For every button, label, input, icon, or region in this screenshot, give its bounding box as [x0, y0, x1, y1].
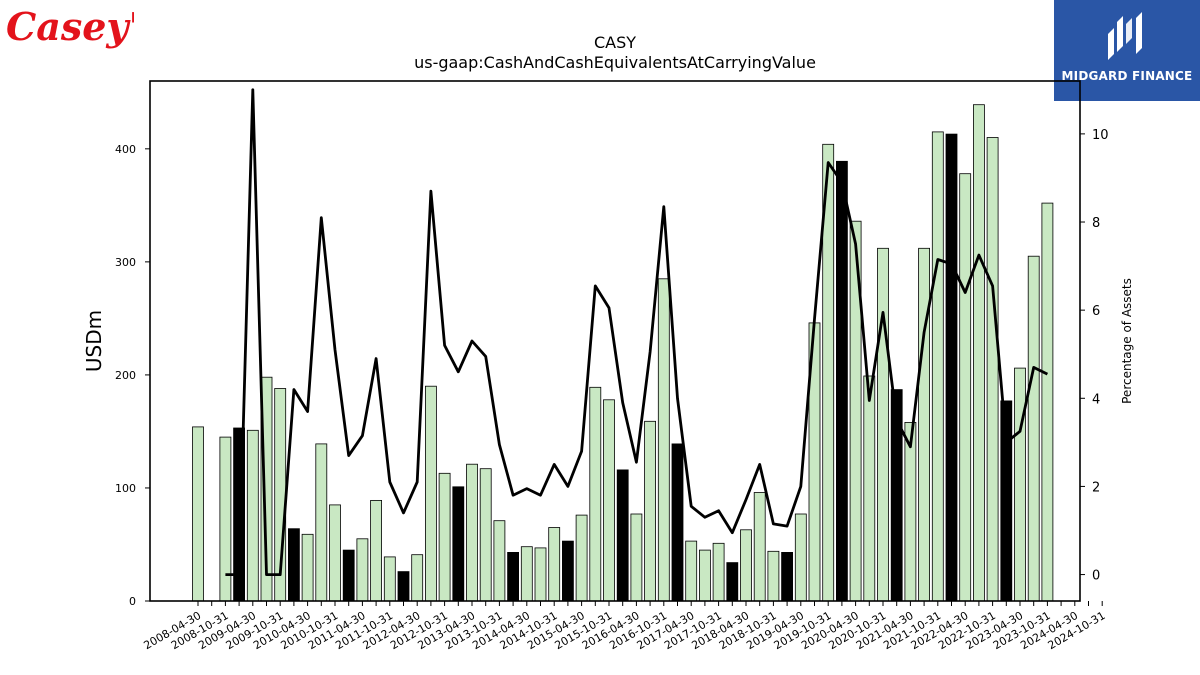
bar [973, 104, 985, 602]
line-series [225, 88, 1049, 576]
bar [589, 386, 602, 602]
y-tick-label: 300 [115, 256, 136, 269]
bar [329, 504, 341, 602]
bar [452, 486, 465, 602]
bar [520, 546, 533, 602]
bar [603, 399, 615, 602]
chart-title: CASY [594, 33, 636, 52]
bar [657, 278, 670, 602]
bar [1027, 255, 1040, 602]
bar [712, 542, 725, 602]
bar [548, 527, 561, 602]
y2-tick-label: 0 [1092, 569, 1100, 584]
bar [644, 420, 656, 602]
bar [424, 385, 437, 602]
bar [616, 469, 629, 602]
bar [301, 533, 314, 602]
bar [370, 499, 383, 602]
bar [877, 247, 889, 602]
midgard-finance-label: MIDGARD FINANCE [1061, 69, 1193, 83]
bar [699, 549, 711, 602]
y2-tick-label: 4 [1092, 392, 1100, 407]
y2-axis-label: Percentage of Assets [1120, 278, 1134, 404]
bar [246, 429, 259, 602]
plot-frame [149, 80, 1081, 602]
bar [356, 538, 369, 602]
bar [1014, 367, 1026, 602]
y-tick-label: 400 [115, 143, 136, 156]
bar [575, 514, 588, 602]
bar [383, 556, 396, 602]
bar [945, 133, 958, 602]
y-axis-label: USDm [82, 310, 106, 372]
bar [219, 436, 232, 602]
y2-tick-label: 8 [1092, 216, 1100, 231]
bar [767, 550, 780, 602]
bar [397, 571, 410, 602]
bar [931, 131, 944, 602]
bar [863, 375, 876, 602]
y-tick-label: 0 [129, 595, 136, 608]
bar [315, 443, 328, 602]
bar [507, 552, 520, 602]
midgard-finance-logo: MIDGARD FINANCE [1054, 0, 1200, 101]
bar [342, 549, 355, 602]
bar [918, 247, 930, 602]
bar [466, 463, 478, 602]
bar [287, 528, 300, 602]
y2-tick-label: 2 [1092, 480, 1100, 495]
bar [479, 468, 492, 602]
bar [630, 513, 643, 602]
bar [959, 173, 972, 602]
bar [740, 529, 752, 602]
bar [493, 520, 506, 602]
bar [781, 552, 793, 602]
midgard-logo-icon [1108, 12, 1142, 60]
bar [836, 160, 848, 602]
bar [726, 562, 739, 602]
y2-tick-label: 6 [1092, 304, 1100, 319]
y-tick-label: 100 [115, 482, 136, 495]
bar [794, 513, 807, 602]
y-tick-label: 200 [115, 369, 136, 382]
bar-series [192, 104, 1054, 602]
chart-subtitle: us-gaap:CashAndCashEquivalentsAtCarrying… [414, 53, 816, 72]
y2-tick-label: 10 [1092, 128, 1109, 143]
bar [1041, 202, 1054, 602]
bar [753, 492, 766, 602]
percentage-line [225, 88, 1049, 576]
bar [562, 540, 574, 602]
bar [685, 540, 698, 602]
bar [192, 426, 204, 602]
bar [534, 547, 547, 602]
bar [671, 443, 684, 602]
bar [904, 421, 917, 602]
bar [411, 554, 424, 602]
bar [438, 472, 451, 602]
bar [986, 137, 999, 602]
